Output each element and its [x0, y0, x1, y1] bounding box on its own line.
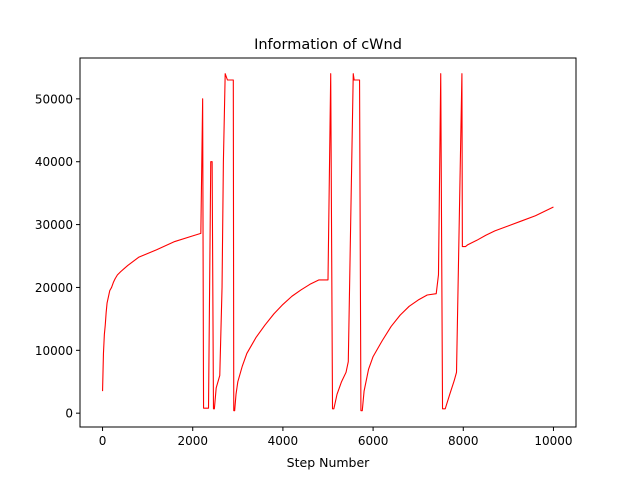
y-tick-label: 50000 — [35, 92, 73, 106]
chart-title: Information of cWnd — [254, 37, 402, 53]
x-tick-label: 2000 — [177, 434, 208, 448]
x-tick-label: 10000 — [534, 434, 572, 448]
y-tick-label: 0 — [65, 407, 73, 421]
x-tick-label: 4000 — [268, 434, 299, 448]
series-line-0 — [102, 73, 554, 412]
x-axis: 0 2000 4000 6000 8000 10000 — [99, 427, 573, 448]
y-tick-label: 30000 — [35, 218, 73, 232]
y-tick-label: 20000 — [35, 281, 73, 295]
y-axis: 0 10000 20000 30000 40000 50000 — [35, 92, 80, 421]
plot-frame — [79, 57, 577, 428]
y-tick-label: 10000 — [35, 344, 73, 358]
plot-area — [102, 73, 554, 412]
x-tick-label: 0 — [99, 434, 107, 448]
x-tick-label: 6000 — [358, 434, 389, 448]
y-tick-label: 40000 — [35, 155, 73, 169]
x-tick-label: 8000 — [448, 434, 479, 448]
x-axis-label: Step Number — [287, 455, 371, 470]
